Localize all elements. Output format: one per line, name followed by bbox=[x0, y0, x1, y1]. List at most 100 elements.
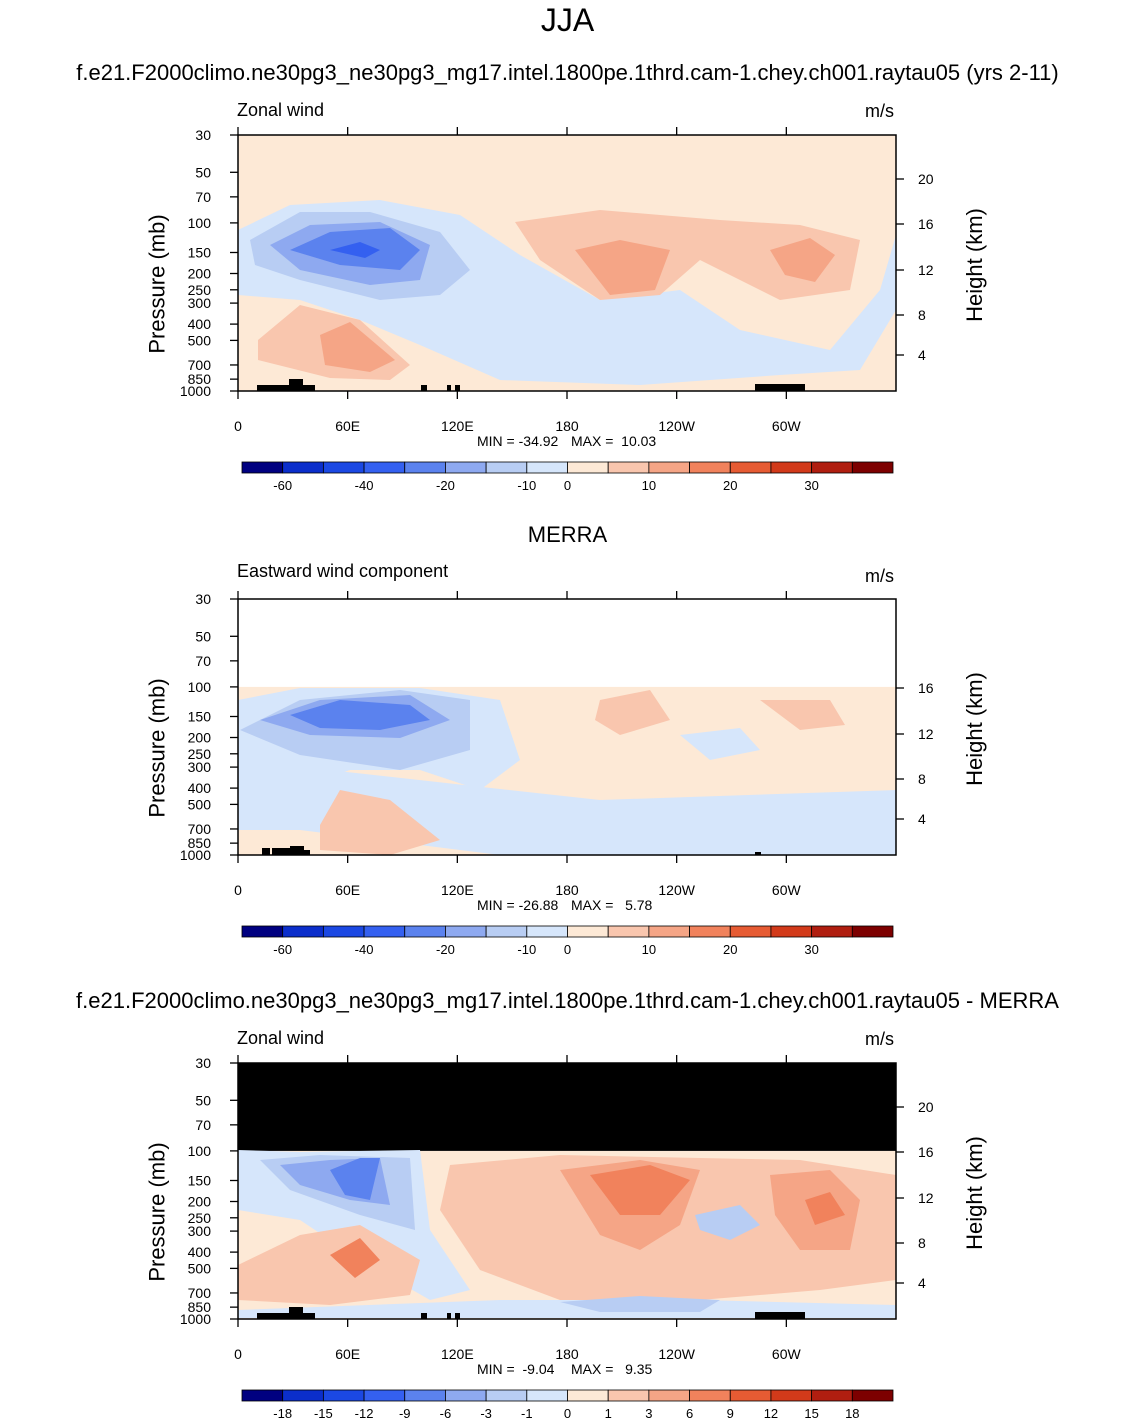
colorbar-tick-label: -9 bbox=[399, 1406, 411, 1421]
colorbar-tick-label: 0 bbox=[564, 1406, 571, 1421]
lon-tick-label: 120W bbox=[658, 882, 695, 898]
lon-tick-label: 60E bbox=[335, 882, 360, 898]
pressure-tick-label: 400 bbox=[188, 1244, 212, 1260]
colorbar-tick-label: -1 bbox=[521, 1406, 533, 1421]
colorbar-swatch bbox=[607, 1389, 650, 1402]
topography-block bbox=[257, 385, 289, 391]
colorbar-tick-label: -12 bbox=[355, 1406, 374, 1421]
pressure-tick-label: 700 bbox=[188, 357, 212, 373]
pressure-tick-label: 250 bbox=[188, 1210, 212, 1226]
colorbar-tick-label: 20 bbox=[723, 478, 737, 493]
panel-diff-title: f.e21.F2000climo.ne30pg3_ne30pg3_mg17.in… bbox=[76, 988, 1059, 1013]
height-tick-label: 4 bbox=[918, 347, 926, 363]
pressure-tick-label: 500 bbox=[188, 1260, 212, 1276]
colorbar-tick-label: -6 bbox=[440, 1406, 452, 1421]
colorbar-tick-label: 10 bbox=[642, 942, 656, 957]
pressure-tick-label: 300 bbox=[188, 1223, 212, 1239]
colorbar-swatch bbox=[363, 1389, 406, 1402]
lon-tick-label: 120E bbox=[441, 418, 474, 434]
height-tick-label: 16 bbox=[918, 216, 934, 232]
colorbar-swatch bbox=[241, 1389, 284, 1402]
colorbar-tick-label: 9 bbox=[727, 1406, 734, 1421]
colorbar-tick-label: -40 bbox=[355, 942, 374, 957]
topography-block bbox=[262, 848, 270, 855]
lon-tick-label: 60E bbox=[335, 418, 360, 434]
topography-block bbox=[304, 850, 310, 855]
colorbar-swatch bbox=[689, 1389, 731, 1402]
colorbar-swatch bbox=[770, 1389, 813, 1402]
colorbar-tick-label: 1 bbox=[605, 1406, 612, 1421]
colorbar-tick-label: -10 bbox=[517, 942, 536, 957]
colorbar-swatch bbox=[445, 1389, 487, 1402]
lon-tick-label: 180 bbox=[555, 418, 579, 434]
lon-tick-label: 60W bbox=[772, 882, 802, 898]
panel-model-max: MAX = 10.03 bbox=[571, 433, 657, 449]
pressure-tick-label: 50 bbox=[195, 1092, 211, 1108]
field-negative-5 bbox=[330, 242, 380, 258]
panel-model-title: f.e21.F2000climo.ne30pg3_ne30pg3_mg17.in… bbox=[76, 60, 1059, 85]
lon-tick-label: 0 bbox=[234, 882, 242, 898]
height-tick-label: 12 bbox=[918, 1190, 934, 1206]
colorbar-swatch bbox=[851, 925, 894, 938]
pressure-tick-label: 500 bbox=[188, 332, 212, 348]
field-negative-mid bbox=[680, 728, 760, 760]
pressure-tick-label: 100 bbox=[188, 215, 212, 231]
panel-obs-variable-label: Eastward wind component bbox=[237, 561, 449, 581]
lon-tick-label: 60W bbox=[772, 418, 802, 434]
colorbar-tick-label: -20 bbox=[436, 942, 455, 957]
colorbar-tick-label: 0 bbox=[564, 478, 571, 493]
height-tick-label: 16 bbox=[918, 1144, 934, 1160]
colorbar-tick-label: 18 bbox=[845, 1406, 859, 1421]
colorbar-tick-label: 15 bbox=[804, 1406, 818, 1421]
field-positive-low-2 bbox=[330, 1238, 380, 1278]
colorbar-tick-label: -40 bbox=[355, 478, 374, 493]
colorbar-swatch bbox=[648, 1389, 690, 1402]
topography-block bbox=[755, 1312, 805, 1319]
colorbar-tick-label: -15 bbox=[314, 1406, 333, 1421]
pressure-tick-label: 400 bbox=[188, 780, 212, 796]
colorbar-swatch bbox=[567, 1389, 609, 1402]
pressure-tick-label: 200 bbox=[188, 266, 212, 282]
field-negative-4 bbox=[330, 1158, 380, 1200]
topography-block bbox=[455, 1313, 460, 1319]
colorbar-tick-label: 6 bbox=[686, 1406, 693, 1421]
topography-block bbox=[303, 1313, 315, 1319]
pressure-tick-label: 30 bbox=[195, 591, 211, 607]
lon-tick-label: 120W bbox=[658, 418, 695, 434]
pressure-tick-label: 70 bbox=[195, 1117, 211, 1133]
field-positive-4 bbox=[590, 1165, 690, 1215]
topography-block bbox=[755, 852, 761, 855]
lon-tick-label: 180 bbox=[555, 882, 579, 898]
pressure-tick-label: 300 bbox=[188, 295, 212, 311]
panel-model-min: MIN = -34.92 bbox=[477, 433, 559, 449]
lon-tick-label: 0 bbox=[234, 1346, 242, 1362]
pressure-tick-label: 70 bbox=[195, 653, 211, 669]
field-positive-upper bbox=[595, 690, 670, 735]
field-positive-low-2 bbox=[320, 322, 395, 372]
height-tick-label: 20 bbox=[918, 1099, 934, 1115]
topography-block bbox=[755, 384, 805, 391]
pressure-tick-label: 1000 bbox=[180, 383, 211, 399]
pressure-tick-label: 70 bbox=[195, 189, 211, 205]
pressure-tick-label: 250 bbox=[188, 282, 212, 298]
pressure-tick-label: 250 bbox=[188, 746, 212, 762]
pressure-tick-label: 100 bbox=[188, 1143, 212, 1159]
height-tick-label: 20 bbox=[918, 171, 934, 187]
colorbar-tick-label: 20 bbox=[723, 942, 737, 957]
colorbar-tick-label: -60 bbox=[273, 942, 292, 957]
pressure-tick-label: 200 bbox=[188, 730, 212, 746]
topography-block bbox=[289, 1307, 303, 1319]
pressure-tick-label: 1000 bbox=[180, 847, 211, 863]
pressure-tick-label: 200 bbox=[188, 1194, 212, 1210]
colorbar-tick-label: -3 bbox=[480, 1406, 492, 1421]
pressure-tick-label: 100 bbox=[188, 679, 212, 695]
field-positive-4b bbox=[805, 1192, 845, 1225]
colorbar-tick-label: 10 bbox=[642, 478, 656, 493]
panel-diff-ylabel: Pressure (mb) bbox=[144, 1142, 170, 1282]
field-negative-mid bbox=[695, 1205, 760, 1240]
pressure-tick-label: 1000 bbox=[180, 1311, 211, 1327]
height-tick-label: 4 bbox=[918, 1275, 926, 1291]
colorbar-swatch bbox=[851, 461, 894, 474]
